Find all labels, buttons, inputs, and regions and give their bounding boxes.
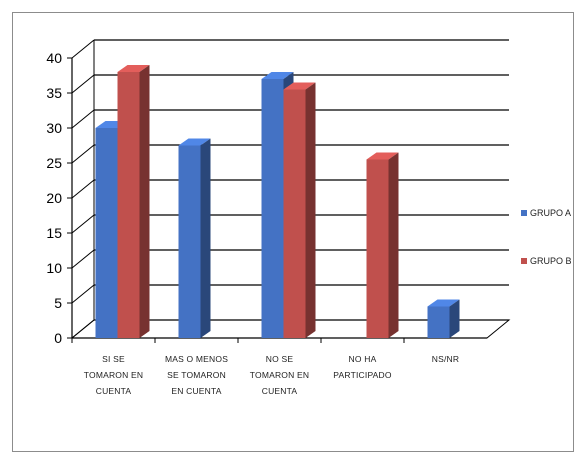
bar — [427, 299, 460, 338]
bar-front — [427, 306, 450, 338]
bar-top — [178, 138, 211, 146]
bar — [366, 152, 399, 338]
bar-front — [261, 79, 284, 338]
gridline-depth — [71, 319, 95, 339]
bar-front — [178, 145, 201, 338]
gridline-depth — [71, 39, 95, 59]
x-category-label: MAS O MENOS SE TOMARON EN CUENTA — [165, 354, 228, 396]
bar — [117, 65, 150, 338]
bar-top — [283, 82, 316, 90]
bar-front — [366, 159, 389, 338]
x-category-label-line: SI SE — [102, 354, 125, 364]
x-category-label-line: TOMARON EN — [250, 370, 309, 380]
bar-side — [449, 299, 460, 338]
x-category-label-line: NO HA — [349, 354, 377, 364]
legend-label: GRUPO B — [530, 256, 572, 266]
y-tick-label: 15 — [46, 225, 62, 241]
y-tick-label: 10 — [46, 260, 62, 276]
y-axis-ticks: 0 5 10 15 20 25 30 35 40 — [46, 50, 72, 346]
bar-front — [95, 128, 118, 338]
legend: GRUPO A GRUPO B — [521, 208, 572, 266]
bar-side — [388, 152, 399, 338]
bar-front — [117, 72, 140, 338]
x-category-label-line: PARTICIPADO — [333, 370, 392, 380]
bar-top — [366, 152, 399, 160]
y-tick-label: 40 — [46, 50, 62, 66]
bar-side — [305, 82, 316, 338]
legend-label: GRUPO A — [530, 208, 571, 218]
x-category-label-line: EN CUENTA — [171, 386, 221, 396]
y-tick-label: 20 — [46, 190, 62, 206]
legend-swatch — [521, 258, 527, 264]
x-category-label: NO HA PARTICIPADO — [333, 354, 392, 380]
y-tick-label: 30 — [46, 120, 62, 136]
gridline-depth — [71, 179, 95, 199]
x-category-label-line: CUENTA — [96, 386, 132, 396]
x-category-label: SI SE TOMARON EN CUENTA — [84, 354, 143, 396]
x-category-label-line: NS/NR — [432, 354, 459, 364]
gridline-depth — [71, 214, 95, 234]
x-category-label-line: SE TOMARON — [167, 370, 226, 380]
x-category-label-line: MAS O MENOS — [165, 354, 228, 364]
gridline-depth — [71, 144, 95, 164]
bars — [95, 65, 460, 338]
x-axis-labels: SI SE TOMARON EN CUENTA MAS O MENOS SE TOMAR… — [84, 354, 459, 396]
gridline-depth — [71, 74, 95, 94]
x-category-label-line: CUENTA — [262, 386, 298, 396]
y-tick-label: 35 — [46, 85, 62, 101]
legend-swatch — [521, 210, 527, 216]
gridline-depth — [71, 109, 95, 129]
gridline-depth — [71, 249, 95, 269]
x-category-label: NS/NR — [432, 354, 459, 364]
bar — [178, 138, 211, 338]
bar-front — [283, 89, 306, 338]
gridline-depth — [71, 284, 95, 304]
x-category-label-line: NO SE — [266, 354, 294, 364]
bar-top — [117, 65, 150, 72]
bar-side — [139, 65, 150, 338]
y-tick-label: 0 — [54, 330, 62, 346]
x-category-label-line: TOMARON EN — [84, 370, 143, 380]
bar-side — [200, 138, 211, 338]
bar-top — [427, 299, 460, 307]
y-tick-label: 5 — [54, 295, 62, 311]
y-tick-label: 25 — [46, 155, 62, 171]
bar-top — [261, 72, 294, 79]
x-category-label: NO SE TOMARON EN CUENTA — [250, 354, 309, 396]
bar — [283, 82, 316, 338]
